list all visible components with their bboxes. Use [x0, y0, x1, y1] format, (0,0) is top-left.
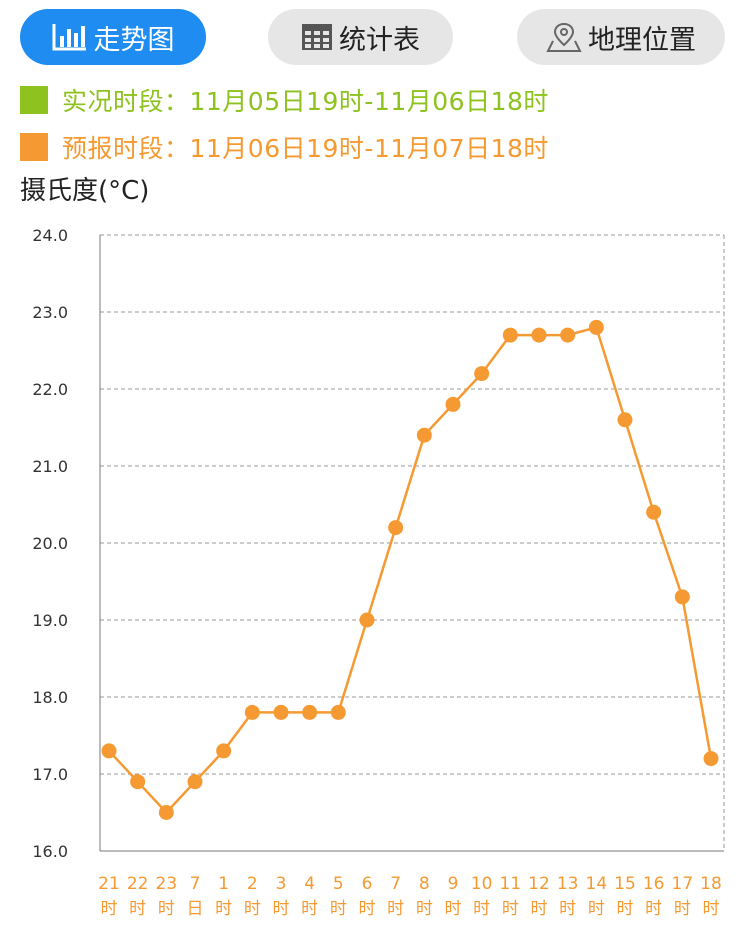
y-tick-labels: 16.0 17.0 18.0 19.0 20.0 21.0 22.0 23.0 24.0: [32, 226, 68, 861]
x-tick-label: 11: [500, 874, 522, 894]
x-tick-label-suffix: 时: [273, 899, 290, 919]
x-tick-label: 13: [557, 874, 579, 894]
data-point[interactable]: [130, 774, 146, 790]
x-tick-label-suffix: 日: [187, 899, 204, 919]
x-tick-label-suffix: 时: [445, 899, 462, 919]
data-point[interactable]: [273, 704, 289, 720]
data-point[interactable]: [158, 805, 174, 820]
x-tick-label: 14: [586, 874, 608, 894]
y-tick-label: 22.0: [32, 380, 68, 399]
legend-actual-text: 实况时段：11月05日19时-11月06日18时: [62, 87, 549, 116]
x-tick-label-suffix: 时: [703, 899, 720, 919]
x-tick-label-suffix: 时: [559, 899, 576, 919]
tab-bar: 走势图 统计表 地理位置: [0, 9, 750, 69]
x-tick-label: 1: [218, 874, 229, 894]
data-point[interactable]: [359, 612, 375, 628]
tab-table[interactable]: 统计表: [268, 9, 453, 65]
x-tick-label-suffix: 时: [416, 899, 433, 919]
data-point[interactable]: [416, 427, 432, 443]
data-point[interactable]: [588, 319, 604, 335]
x-tick-label: 10: [471, 874, 493, 894]
legend-forecast-text: 预报时段：11月06日19时-11月07日18时: [62, 134, 549, 163]
data-point[interactable]: [531, 327, 547, 343]
x-tick-label: 18: [700, 874, 722, 894]
map-pin-icon: [546, 21, 582, 53]
x-tick-label-suffix: 时: [215, 899, 232, 919]
x-tick-label-suffix: 时: [129, 899, 146, 919]
x-tick-label-suffix: 时: [617, 899, 634, 919]
x-tick-label: 5: [333, 874, 344, 894]
data-point[interactable]: [617, 412, 633, 428]
x-tick-label: 4: [304, 874, 315, 894]
tab-location-label: 地理位置: [588, 24, 696, 56]
tab-table-label: 统计表: [339, 24, 420, 56]
y-tick-label: 18.0: [32, 688, 68, 707]
x-tick-label: 12: [528, 874, 550, 894]
x-tick-labels: 21时22时23时7日1时2时3时4时5时6时7时8时9时10时11时12时13…: [98, 874, 722, 919]
x-tick-label-suffix: 时: [158, 899, 175, 919]
data-point[interactable]: [388, 520, 404, 536]
x-tick-label-suffix: 时: [301, 899, 318, 919]
x-tick-label-suffix: 时: [101, 899, 118, 919]
data-point[interactable]: [302, 704, 318, 720]
x-tick-label: 16: [643, 874, 665, 894]
x-tick-label: 7: [390, 874, 401, 894]
tab-trend[interactable]: 走势图: [20, 9, 206, 65]
data-point[interactable]: [216, 743, 232, 759]
x-tick-label: 7: [190, 874, 201, 894]
x-tick-label-suffix: 时: [387, 899, 404, 919]
temperature-chart: 16.017.018.019.020.021.022.023.024.0 21时…: [32, 226, 725, 919]
legend-forecast-swatch: [20, 133, 48, 161]
x-tick-label: 21: [98, 874, 120, 894]
data-point[interactable]: [502, 327, 518, 343]
x-tick-label-suffix: 时: [674, 899, 691, 919]
x-tick-label-suffix: 时: [359, 899, 376, 919]
tab-trend-label: 走势图: [93, 24, 175, 56]
data-point[interactable]: [474, 366, 490, 382]
x-tick-label: 22: [127, 874, 149, 894]
grid-lines: [100, 234, 724, 775]
tab-location[interactable]: 地理位置: [517, 9, 725, 65]
data-point[interactable]: [101, 743, 117, 759]
x-tick-label: 15: [614, 874, 636, 894]
y-tick-label: 21.0: [32, 457, 68, 476]
data-points: [101, 319, 719, 820]
y-tick-label: 19.0: [32, 611, 68, 630]
axes: [99, 235, 725, 852]
grid-table-icon: [301, 23, 333, 51]
data-point[interactable]: [674, 589, 690, 605]
x-tick-label: 17: [672, 874, 694, 894]
y-tick-label: 17.0: [32, 765, 68, 784]
x-tick-label-suffix: 时: [244, 899, 261, 919]
x-tick-label-suffix: 时: [531, 899, 548, 919]
y-axis-unit-label: 摄氏度(°C): [20, 176, 150, 206]
x-tick-label-suffix: 时: [502, 899, 519, 919]
legend-actual: 实况时段：11月05日19时-11月06日18时: [20, 84, 549, 116]
y-tick-label: 24.0: [32, 226, 68, 245]
x-tick-label: 3: [276, 874, 287, 894]
data-point[interactable]: [560, 327, 576, 343]
x-tick-label-suffix: 时: [588, 899, 605, 919]
x-tick-label: 8: [419, 874, 430, 894]
x-tick-label-suffix: 时: [645, 899, 662, 919]
y-tick-label: 20.0: [32, 534, 68, 553]
y-tick-label: 16.0: [32, 842, 68, 861]
data-point[interactable]: [646, 504, 662, 520]
data-point[interactable]: [703, 751, 719, 767]
data-point[interactable]: [445, 396, 461, 412]
x-tick-label: 9: [448, 874, 459, 894]
x-tick-label: 6: [362, 874, 373, 894]
data-point[interactable]: [244, 704, 260, 720]
x-tick-label: 2: [247, 874, 258, 894]
forecast-series-line: [108, 325, 713, 815]
x-tick-label-suffix: 时: [473, 899, 490, 919]
y-tick-label: 23.0: [32, 303, 68, 322]
data-point[interactable]: [187, 774, 203, 790]
bar-chart-icon: [52, 22, 88, 52]
data-point[interactable]: [330, 704, 346, 720]
legend-forecast: 预报时段：11月06日19时-11月07日18时: [20, 131, 549, 163]
x-tick-label-suffix: 时: [330, 899, 347, 919]
legend-actual-swatch: [20, 86, 48, 114]
x-tick-label: 23: [156, 874, 178, 894]
